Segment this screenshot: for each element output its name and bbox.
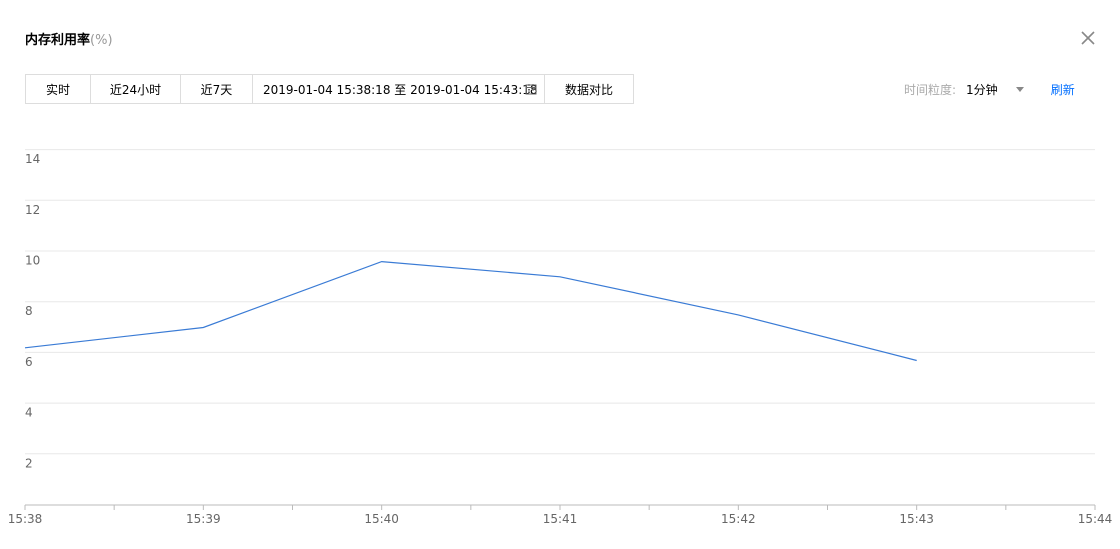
y-tick-label: 14 [25,152,40,166]
panel-title: 内存利用率(%) [25,29,113,48]
x-tick-label: 15:44 [1078,512,1113,526]
last-24h-button[interactable]: 近24小时 [90,74,181,104]
x-tick-label: 15:42 [721,512,756,526]
time-range-toolbar: 实时 近24小时 近7天 2019-01-04 15:38:18 至 2019-… [25,74,634,104]
y-tick-label: 12 [25,203,40,217]
realtime-button[interactable]: 实时 [25,74,91,104]
title-unit: (%) [90,33,113,48]
y-tick-label: 10 [25,254,40,268]
x-tick-label: 15:41 [543,512,578,526]
series-line [24,260,917,362]
y-tick-label: 2 [25,456,33,470]
y-tick-label: 8 [25,304,33,318]
calendar-icon [525,84,537,95]
x-tick-label: 15:43 [899,512,934,526]
granularity-value: 1分钟 [966,83,998,97]
granularity-label: 时间粒度: [904,83,957,97]
refresh-link[interactable]: 刷新 [1050,83,1075,97]
y-tick-label: 6 [25,355,33,369]
x-tick-label: 15:38 [8,512,43,526]
last-7d-button[interactable]: 近7天 [180,74,253,104]
y-tick-label: 4 [25,406,33,420]
granularity-select[interactable]: 1分钟 [966,81,1024,98]
date-range-value: 2019-01-04 15:38:18 至 2019-01-04 15:43:1… [263,82,538,97]
x-tick-label: 15:40 [364,512,399,526]
x-tick-label: 15:39 [186,512,221,526]
date-range-picker[interactable]: 2019-01-04 15:38:18 至 2019-01-04 15:43:1… [252,74,545,104]
title-text: 内存利用率 [25,33,91,48]
chevron-down-icon [1015,87,1024,92]
close-icon[interactable] [1078,28,1098,48]
granularity-controls: 时间粒度: 1分钟 刷新 [904,81,1075,98]
